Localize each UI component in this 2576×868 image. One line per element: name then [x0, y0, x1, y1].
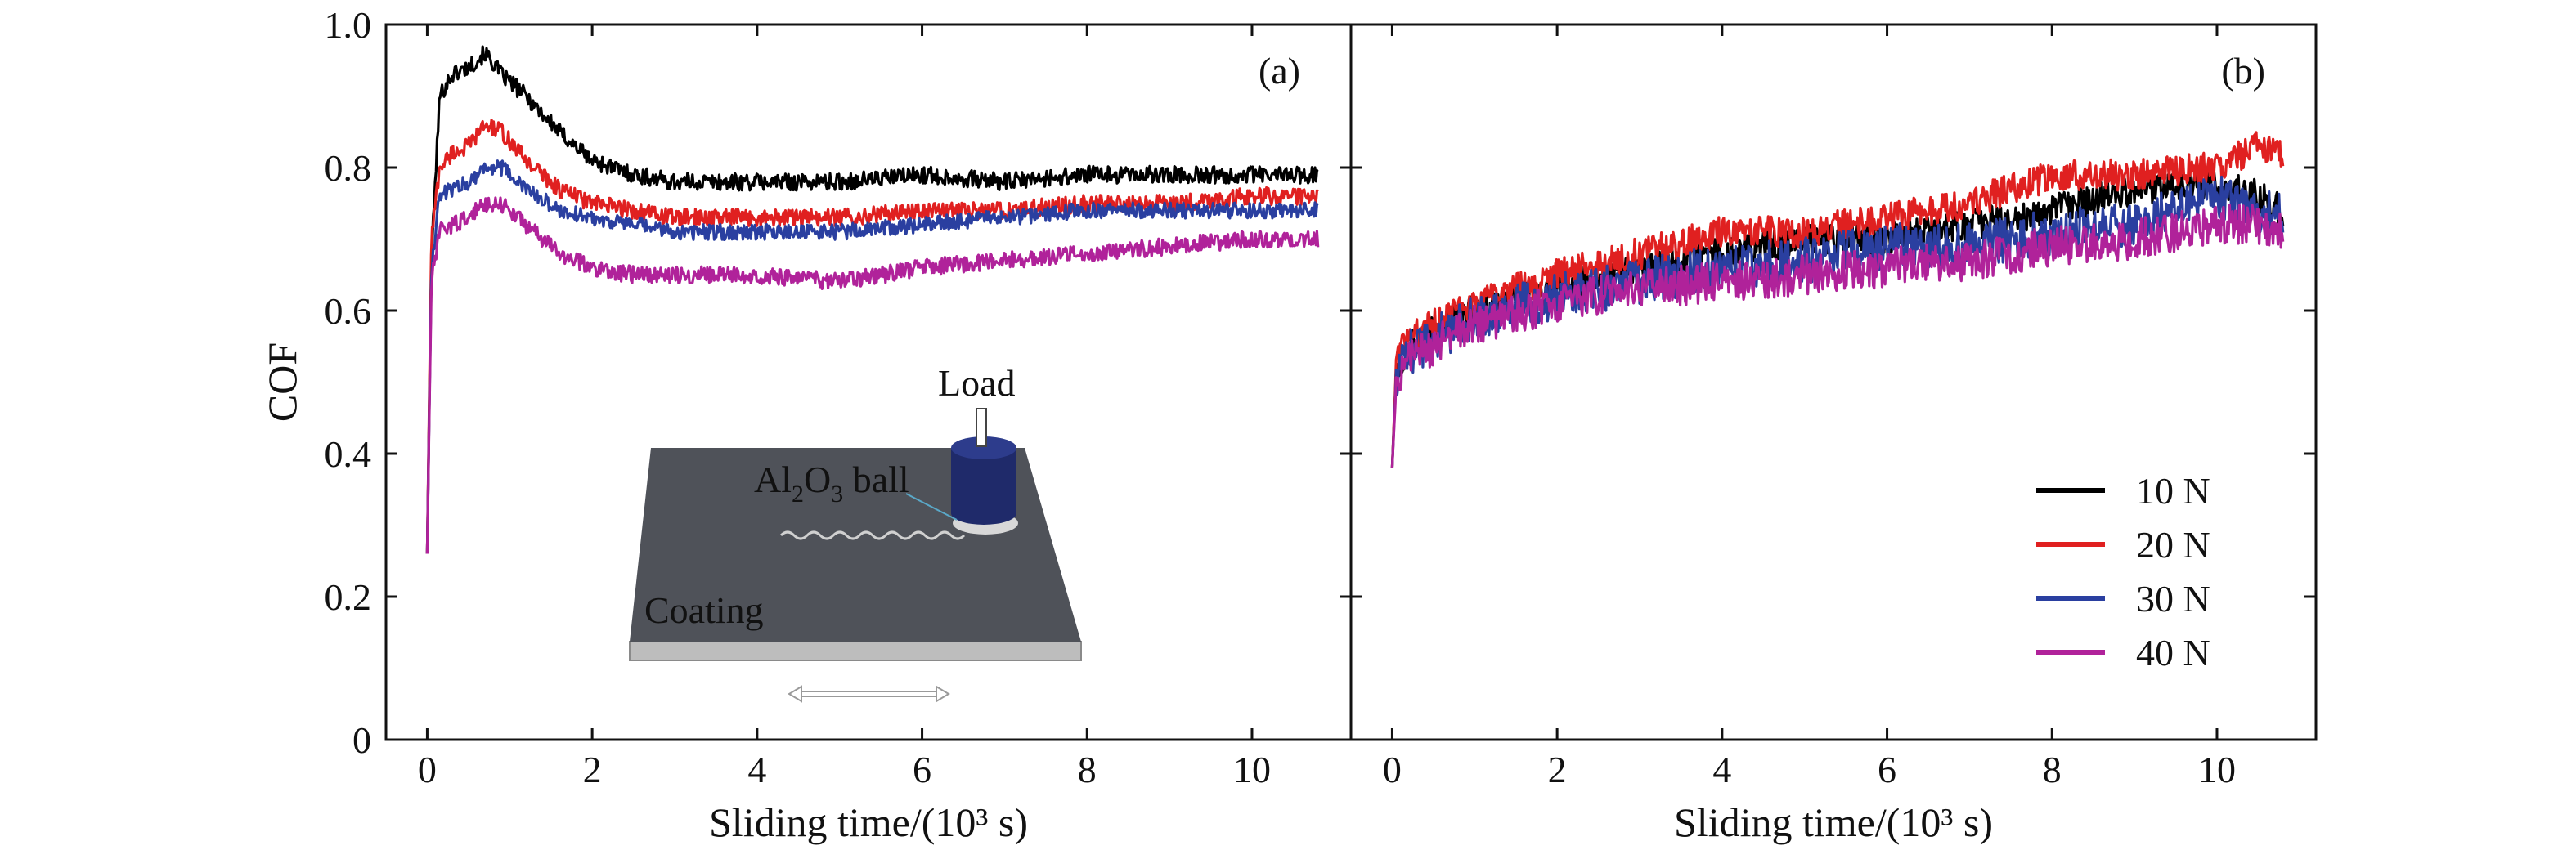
series-line-b-40n	[1390, 204, 2285, 468]
tribometer-inset: Load Al2O3 ball Coating	[629, 362, 1082, 703]
legend-label-20n: 20 N	[2136, 524, 2210, 566]
y-tick-label-a-1: 0.2	[325, 576, 372, 618]
plot-frame-b	[1349, 23, 2318, 741]
x-tick-label-b-5: 10	[2198, 749, 2236, 790]
ball-holder-body	[951, 448, 1016, 525]
wear-track	[779, 530, 966, 540]
legend-label-10n: 10 N	[2136, 470, 2210, 512]
ball-pointer-line	[905, 493, 958, 521]
y-tick-label-a-5: 1.0	[325, 4, 372, 46]
x-tick-label-a-2: 4	[747, 749, 766, 790]
series-group-b	[1390, 131, 2285, 468]
legend-label-40n: 40 N	[2136, 632, 2210, 673]
y-tick-label-a-0: 0	[352, 719, 371, 761]
x-tick-label-a-3: 6	[913, 749, 931, 790]
x-axis-label-a: Sliding time/(10³ s)	[709, 799, 1028, 845]
x-tick-label-b-1: 2	[1548, 749, 1567, 790]
motion-arrow	[788, 685, 950, 703]
series-line-b-20n	[1390, 131, 2285, 468]
series-line-a-40n	[425, 196, 1320, 554]
panel-a: 0 2 4 6 8 10 0 0.2 0.4 0.6 0.8 1.0 Sliding time/(10³…	[259, 4, 1353, 845]
series-line-a-10n	[425, 45, 1319, 554]
coating-label: Coating	[644, 589, 764, 631]
plot-area-b: 0 2 4 6 8 10 Sliding time/(10³ s) (b)	[1349, 23, 2318, 845]
plot-area-a: 0 2 4 6 8 10 0 0.2 0.4 0.6 0.8 1.0 Sliding time/(10³…	[259, 4, 1353, 845]
y-tick-label-a-4: 0.8	[325, 147, 372, 189]
panel-b: 0 2 4 6 8 10 Sliding time/(10³ s) (b)	[1349, 23, 2318, 845]
x-tick-label-a-4: 8	[1078, 749, 1097, 790]
series-line-a-30n	[425, 159, 1319, 554]
y-tick-label-a-2: 0.4	[325, 433, 372, 475]
coating-plate-side	[629, 641, 1082, 661]
ball-holder-top	[951, 436, 1016, 459]
x-axis-label-b: Sliding time/(10³ s)	[1674, 799, 1993, 845]
panel-label-a: (a)	[1259, 50, 1300, 92]
legend-label-30n: 30 N	[2136, 578, 2210, 620]
x-tick-label-a-0: 0	[418, 749, 437, 790]
panel-label-b: (b)	[2221, 50, 2265, 92]
x-tick-label-b-2: 4	[1712, 749, 1731, 790]
load-rod	[976, 408, 987, 447]
x-tick-label-b-0: 0	[1383, 749, 1402, 790]
x-tick-label-b-4: 8	[2043, 749, 2062, 790]
y-axis-label: COF	[259, 342, 305, 422]
series-group-a	[425, 45, 1320, 554]
y-tick-label-a-3: 0.6	[325, 290, 372, 332]
legend: 10 N 20 N 30 N 40 N	[2036, 470, 2210, 673]
x-tick-label-a-5: 10	[1233, 749, 1271, 790]
x-tick-label-a-1: 2	[583, 749, 602, 790]
x-tick-label-b-3: 6	[1878, 749, 1896, 790]
load-label: Load	[938, 362, 1016, 404]
alumina-ball-label: Al2O3 ball	[754, 459, 909, 508]
